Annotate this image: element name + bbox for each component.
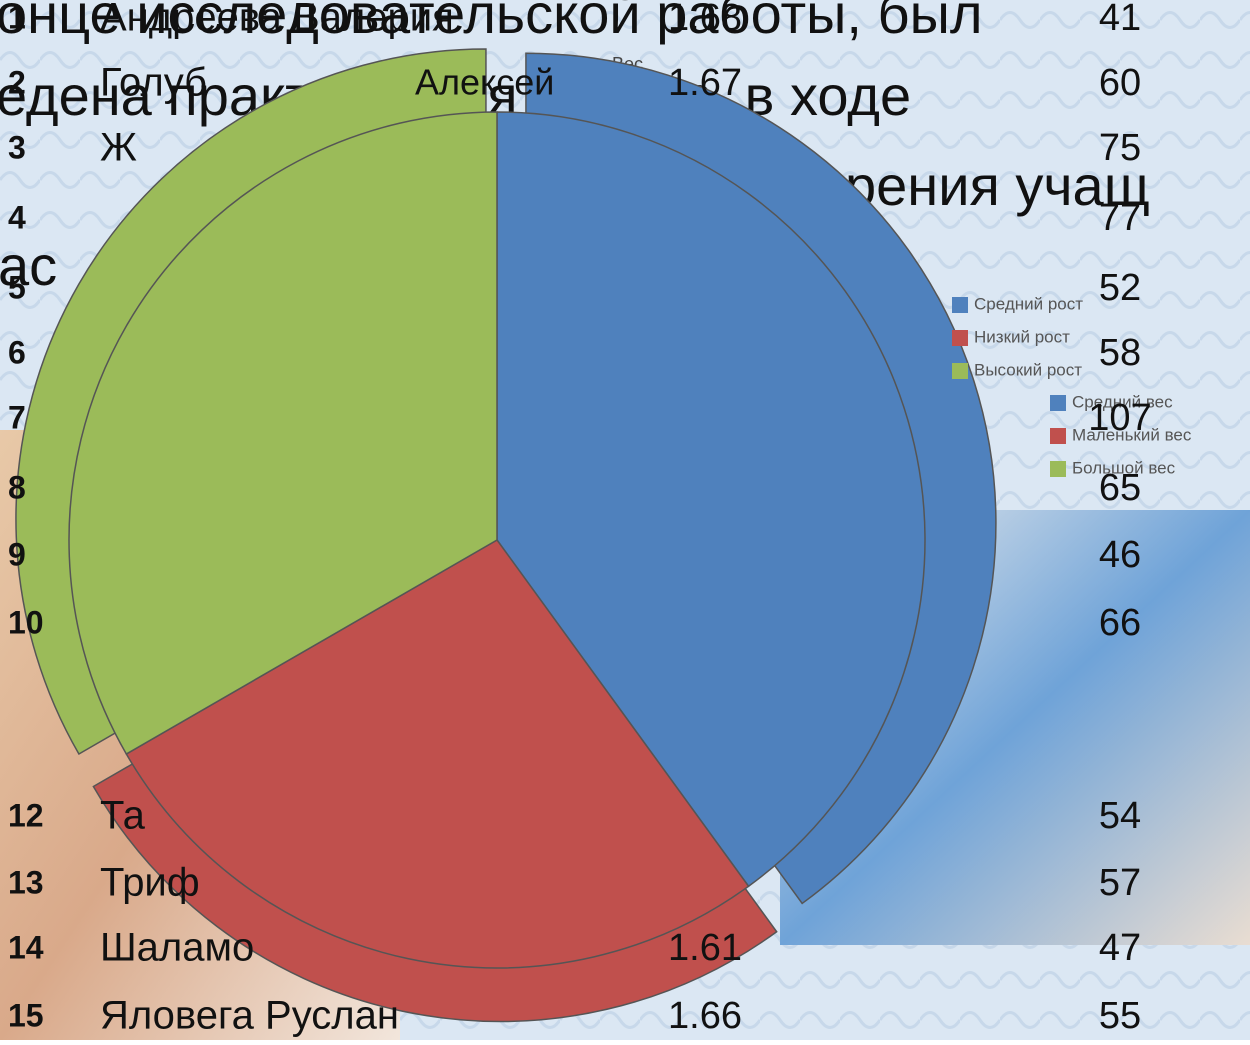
weight-value: 66 bbox=[1099, 602, 1141, 644]
student-name: Алексей bbox=[415, 62, 554, 103]
row-number: 13 bbox=[8, 864, 44, 900]
weight-value: 77 bbox=[1099, 197, 1141, 239]
row-number: 15 bbox=[8, 997, 44, 1033]
height-value: 1.61 bbox=[668, 927, 742, 969]
legend-swatch bbox=[1050, 461, 1066, 477]
height-value: 1.66 bbox=[668, 995, 742, 1037]
row-number: 2 bbox=[8, 64, 26, 100]
row-number: 10 bbox=[8, 604, 44, 640]
row-number: 5 bbox=[8, 269, 26, 305]
weight-value: 52 bbox=[1099, 267, 1141, 309]
legend-swatch bbox=[1050, 395, 1066, 411]
legend-swatch bbox=[1050, 428, 1066, 444]
legend-swatch bbox=[952, 330, 968, 346]
row-number: 3 bbox=[8, 129, 26, 165]
weight-value: 75 bbox=[1099, 127, 1141, 169]
slide: онце исследовательской работы, быледена … bbox=[0, 0, 1250, 1040]
weight-value: 47 bbox=[1099, 927, 1141, 969]
legend-label: Средний рост bbox=[974, 294, 1083, 313]
legend-swatch bbox=[952, 297, 968, 313]
weight-value: 107 bbox=[1088, 397, 1151, 439]
row-number: 12 bbox=[8, 797, 44, 833]
legend-label: Низкий рост bbox=[974, 327, 1070, 346]
height-value: 1.68 bbox=[668, 0, 742, 39]
weight-value: 57 bbox=[1099, 862, 1141, 904]
legend-label: Высокий рост bbox=[974, 360, 1082, 379]
weight-value: 58 bbox=[1099, 332, 1141, 374]
row-number: 9 bbox=[8, 536, 26, 572]
row-number: 7 bbox=[8, 399, 26, 435]
row-number: 14 bbox=[8, 929, 44, 965]
weight-value: 54 bbox=[1099, 795, 1141, 837]
row-number: 8 bbox=[8, 469, 26, 505]
row-number: 1 bbox=[8, 0, 26, 35]
student-name: Голуб bbox=[100, 61, 207, 105]
student-name: Андреева Валерия bbox=[100, 0, 454, 40]
weight-value: 46 bbox=[1099, 534, 1141, 576]
weight-value: 65 bbox=[1099, 467, 1141, 509]
weight-value: 60 bbox=[1099, 62, 1141, 104]
row-number: 4 bbox=[8, 199, 26, 235]
student-name: Триф bbox=[100, 861, 200, 905]
student-name: Шаламо bbox=[100, 926, 254, 970]
height-value: 1.67 bbox=[668, 62, 742, 104]
student-name: Ж bbox=[100, 126, 137, 170]
legend-swatch bbox=[952, 363, 968, 379]
weight-value: 55 bbox=[1099, 995, 1141, 1037]
student-name: Та bbox=[100, 794, 146, 838]
row-number: 6 bbox=[8, 334, 26, 370]
weight-value: 41 bbox=[1099, 0, 1141, 39]
student-name: Яловега Руслан bbox=[100, 994, 399, 1038]
